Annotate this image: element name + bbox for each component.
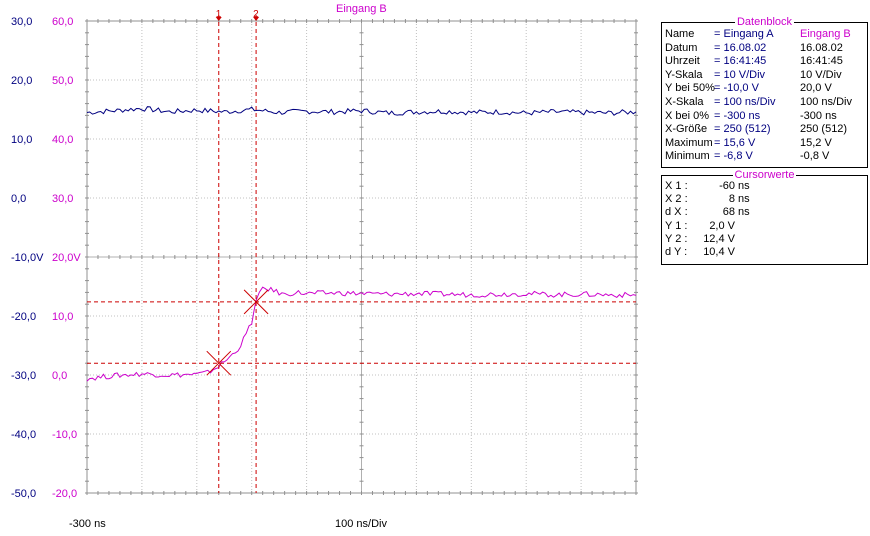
cursor-label: X 2 : bbox=[665, 193, 688, 206]
cursor-cross bbox=[206, 350, 232, 376]
right-tick-label: 20,0V bbox=[52, 252, 81, 264]
datablock-value-b: 15,2 V bbox=[800, 136, 832, 149]
cursor-label: d Y : bbox=[665, 246, 688, 258]
datablock-value-a: = Eingang A bbox=[714, 28, 774, 40]
datablock-label: X-Größe bbox=[665, 123, 708, 136]
datablock-panel: Datenblock Name = Eingang A Eingang B Datum… bbox=[661, 16, 868, 168]
datablock-value-b: 10 V/Div bbox=[800, 68, 842, 81]
cursor-unit: ns bbox=[738, 206, 750, 219]
datablock-title: Datenblock bbox=[734, 16, 795, 28]
left-tick-label: 30,0 bbox=[11, 16, 32, 28]
datablock-value-a: = 250 (512) bbox=[714, 123, 771, 136]
cursor-values-panel: Cursorwerte X 1 : -60 ns X 2 :8 ns d X :68 ns Y… bbox=[661, 169, 868, 265]
left-axis-labels: 30,0 20,0 10,0 0,0 -10,0V -20,0 -30,0 -40,0 -50,… bbox=[11, 16, 44, 500]
left-tick-label: 0,0 bbox=[11, 193, 26, 205]
datablock-label: Datum bbox=[665, 41, 698, 54]
traces bbox=[86, 106, 637, 382]
right-axis-labels: 60,0 50,0 40,0 30,0 20,0V 10,0 0,0 -10,0 -20,0 bbox=[52, 16, 81, 500]
datablock-value-b: Eingang B bbox=[800, 28, 851, 40]
trace-channel-a bbox=[86, 106, 637, 116]
cursor-marker bbox=[253, 17, 260, 21]
left-tick-label: -20,0 bbox=[11, 311, 36, 323]
right-tick-label: 30,0 bbox=[52, 193, 73, 205]
right-tick-label: -20,0 bbox=[52, 488, 77, 500]
datablock-value-a: = 15,6 V bbox=[714, 136, 756, 149]
datablock-value-a: = 10 V/Div bbox=[714, 68, 766, 81]
cursor-label: 1 bbox=[216, 9, 222, 20]
right-tick-label: 40,0 bbox=[52, 134, 73, 146]
right-tick-label: 60,0 bbox=[52, 16, 73, 28]
cursor-unit: ns bbox=[738, 180, 750, 192]
right-tick-label: -10,0 bbox=[52, 429, 77, 441]
cursor-label: Y 1 : bbox=[665, 219, 688, 232]
cursor-value: 12,4 V bbox=[703, 232, 735, 245]
datablock-label: X-Skala bbox=[665, 96, 704, 108]
datablock-value-b: 20,0 V bbox=[800, 82, 832, 95]
datablock-label: Maximum bbox=[665, 136, 713, 149]
datablock-value-b: 16:41:45 bbox=[800, 55, 843, 68]
cursor-value: 10,4 V bbox=[703, 246, 735, 258]
datablock-value-b: -300 ns bbox=[800, 109, 837, 122]
left-tick-label: -50,0 bbox=[11, 488, 36, 500]
datablock-label: Y-Skala bbox=[665, 68, 703, 81]
cursor-cross bbox=[243, 289, 269, 315]
left-tick-label: -40,0 bbox=[11, 429, 36, 441]
datablock-value-a: = -6,8 V bbox=[714, 150, 753, 163]
cursor-marker bbox=[215, 17, 222, 21]
cursorblock-title: Cursorwerte bbox=[732, 169, 797, 181]
cursor-value: 2,0 V bbox=[709, 219, 735, 232]
right-tick-label: 10,0 bbox=[52, 311, 73, 323]
cursor-label: 2 bbox=[253, 9, 259, 20]
datablock-value-b: 100 ns/Div bbox=[800, 96, 852, 108]
cursor-label: d X : bbox=[665, 206, 688, 219]
datablock-value-a: = 100 ns/Div bbox=[714, 96, 776, 108]
channel-label: Eingang B bbox=[336, 3, 387, 15]
left-tick-label: -10,0V bbox=[11, 252, 44, 264]
plot-grid bbox=[85, 19, 638, 495]
x-scale-label: 100 ns/Div bbox=[335, 518, 387, 530]
datablock-label: Name bbox=[665, 28, 695, 40]
cursor-value: -60 bbox=[719, 180, 735, 192]
datablock-value-a: = 16.08.02 bbox=[714, 41, 767, 54]
plot-frame bbox=[86, 20, 637, 494]
x-start-label: -300 ns bbox=[69, 518, 106, 530]
datablock-value-b: 250 (512) bbox=[800, 123, 848, 136]
right-tick-label: 50,0 bbox=[52, 75, 73, 87]
datablock-label: Y bei 50% bbox=[665, 82, 715, 95]
datablock-value-b: 16.08.02 bbox=[800, 41, 843, 54]
right-tick-label: 0,0 bbox=[52, 370, 67, 382]
cursor-label: X 1 : bbox=[665, 180, 688, 192]
datablock-value-b: -0,8 V bbox=[800, 150, 830, 163]
datablock-label: Uhrzeit bbox=[665, 55, 700, 68]
datablock-value-a: = -300 ns bbox=[714, 109, 761, 122]
cursor-value: 8 bbox=[728, 193, 735, 206]
cursor-unit: ns bbox=[738, 193, 750, 206]
datablock-label: X bei 0% bbox=[665, 109, 710, 122]
left-tick-label: -30,0 bbox=[11, 370, 36, 382]
left-tick-label: 20,0 bbox=[11, 75, 32, 87]
datablock-value-a: = 16:41:45 bbox=[714, 55, 767, 68]
datablock-label: Minimum bbox=[665, 150, 710, 163]
left-tick-label: 10,0 bbox=[11, 134, 32, 146]
cursor-value: 68 bbox=[722, 206, 735, 219]
cursor-label: Y 2 : bbox=[665, 232, 688, 245]
datablock-value-a: = -10,0 V bbox=[714, 82, 759, 95]
trace-channel-b bbox=[86, 286, 637, 382]
